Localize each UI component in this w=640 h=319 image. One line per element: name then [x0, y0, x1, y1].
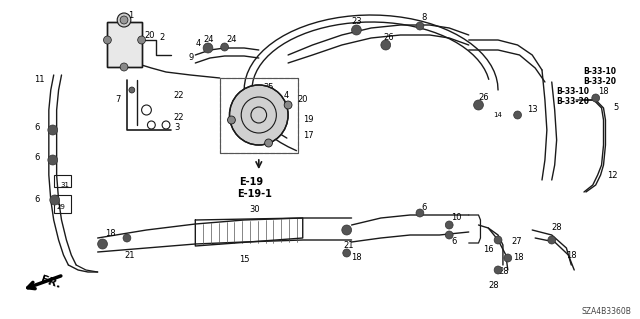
Circle shape — [129, 87, 135, 93]
Circle shape — [230, 85, 288, 145]
Circle shape — [416, 209, 424, 217]
Circle shape — [228, 116, 236, 124]
Bar — [54, 175, 71, 187]
Circle shape — [104, 36, 111, 44]
Text: 22: 22 — [174, 91, 184, 100]
Circle shape — [445, 221, 453, 229]
Circle shape — [494, 236, 502, 244]
Circle shape — [592, 94, 600, 102]
Text: 28: 28 — [552, 224, 563, 233]
Circle shape — [265, 139, 273, 147]
Text: 29: 29 — [57, 204, 65, 210]
Text: 7: 7 — [115, 95, 120, 105]
Text: SZA4B3360B: SZA4B3360B — [581, 308, 631, 316]
Circle shape — [445, 231, 453, 239]
Circle shape — [504, 254, 512, 262]
Text: 28: 28 — [498, 268, 509, 277]
Text: 27: 27 — [512, 238, 522, 247]
Bar — [108, 22, 141, 67]
Bar — [54, 195, 71, 213]
Circle shape — [514, 111, 522, 119]
Text: 6: 6 — [34, 123, 40, 132]
Text: E-19: E-19 — [239, 177, 264, 187]
Text: B-33-20: B-33-20 — [557, 98, 589, 107]
Circle shape — [123, 234, 131, 242]
Text: 4: 4 — [284, 91, 289, 100]
Text: 26: 26 — [384, 33, 394, 42]
Text: 26: 26 — [479, 93, 489, 101]
Text: 3: 3 — [174, 122, 179, 131]
Bar — [108, 22, 141, 67]
Text: E-19-1: E-19-1 — [237, 189, 272, 199]
Text: 25: 25 — [264, 84, 274, 93]
Text: 21: 21 — [124, 250, 134, 259]
Text: 18: 18 — [351, 254, 362, 263]
Text: FR.: FR. — [39, 274, 61, 290]
Circle shape — [221, 43, 228, 51]
Circle shape — [381, 40, 390, 50]
Text: 31: 31 — [61, 182, 70, 188]
Text: 12: 12 — [607, 170, 618, 180]
Circle shape — [98, 239, 108, 249]
Text: 6: 6 — [451, 238, 456, 247]
Text: 16: 16 — [483, 246, 494, 255]
Text: B-33-10: B-33-10 — [583, 68, 616, 77]
Text: 20: 20 — [145, 31, 155, 40]
Text: 18: 18 — [513, 254, 524, 263]
Text: 2: 2 — [159, 33, 164, 41]
Text: B-33-10: B-33-10 — [557, 87, 589, 97]
Text: 11: 11 — [34, 76, 45, 85]
Text: 18: 18 — [566, 250, 577, 259]
Circle shape — [48, 125, 58, 135]
Text: 1: 1 — [128, 11, 133, 19]
Circle shape — [138, 36, 145, 44]
Text: 18: 18 — [106, 228, 116, 238]
Text: 24: 24 — [227, 35, 237, 44]
Circle shape — [343, 249, 351, 257]
Text: 30: 30 — [249, 205, 260, 214]
Circle shape — [342, 225, 351, 235]
Circle shape — [548, 236, 556, 244]
Bar — [220, 78, 298, 153]
Text: 19: 19 — [303, 115, 313, 124]
Text: 17: 17 — [303, 130, 314, 139]
Circle shape — [120, 63, 128, 71]
Text: 14: 14 — [493, 112, 502, 118]
Text: 5: 5 — [613, 103, 618, 113]
Text: 9: 9 — [188, 53, 194, 62]
Text: B-33-20: B-33-20 — [583, 78, 616, 86]
Circle shape — [203, 43, 213, 53]
Text: 6: 6 — [34, 153, 40, 162]
Circle shape — [494, 266, 502, 274]
Text: 10: 10 — [451, 213, 461, 222]
Text: 22: 22 — [174, 114, 184, 122]
Circle shape — [48, 155, 58, 165]
Circle shape — [351, 25, 362, 35]
Text: 4: 4 — [195, 40, 200, 48]
Circle shape — [120, 16, 128, 24]
Circle shape — [117, 13, 131, 27]
Text: 18: 18 — [598, 87, 608, 97]
Text: 23: 23 — [351, 18, 362, 26]
Circle shape — [50, 195, 60, 205]
Text: 15: 15 — [239, 256, 250, 264]
Circle shape — [284, 101, 292, 109]
Circle shape — [416, 22, 424, 30]
Text: 20: 20 — [298, 95, 308, 105]
Bar — [220, 78, 298, 153]
Text: 8: 8 — [422, 13, 428, 23]
Text: 28: 28 — [488, 280, 499, 290]
Circle shape — [474, 100, 483, 110]
Text: 6: 6 — [422, 203, 428, 211]
Text: 21: 21 — [344, 241, 355, 249]
Text: 6: 6 — [34, 196, 40, 204]
Text: 24: 24 — [203, 35, 214, 44]
Text: 13: 13 — [527, 106, 538, 115]
